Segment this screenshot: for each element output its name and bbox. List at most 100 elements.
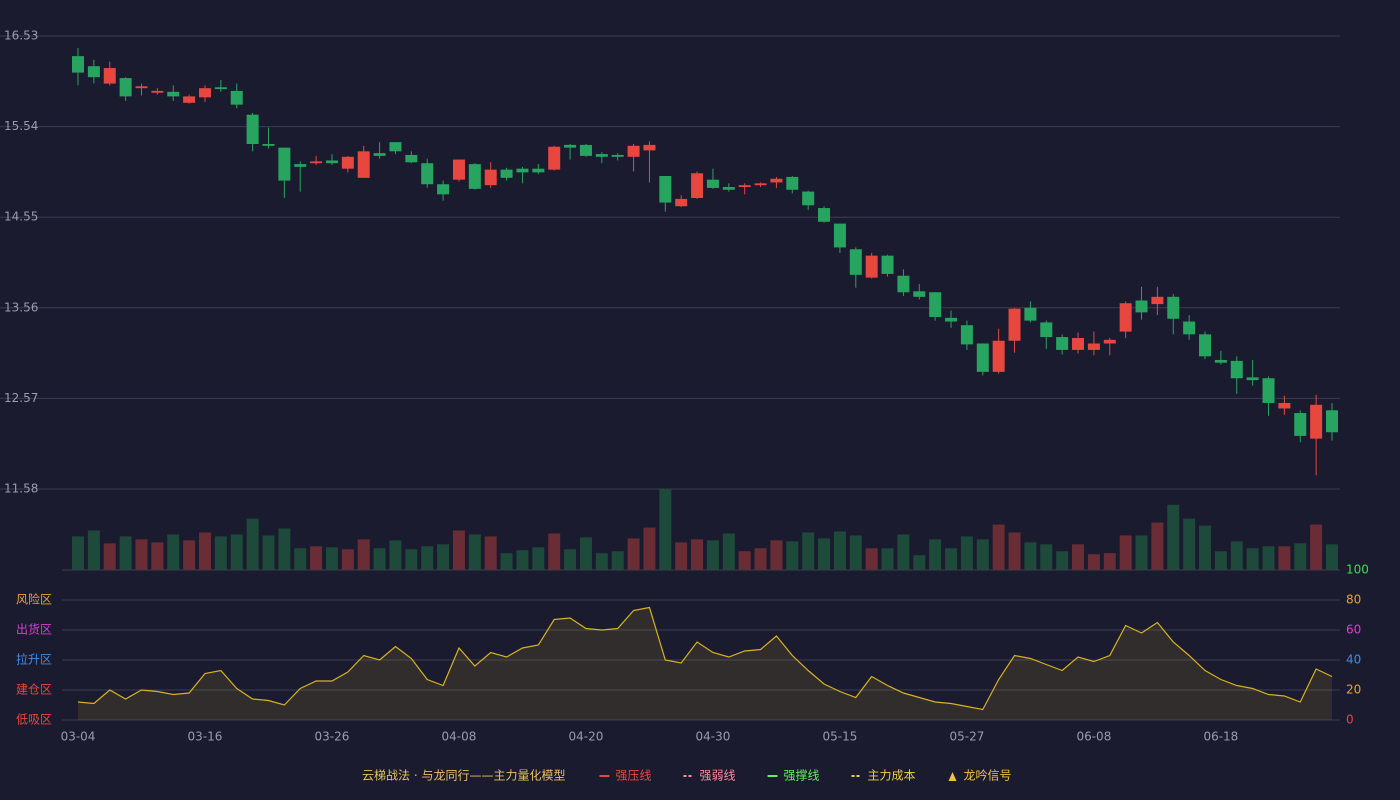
candle-body [357, 151, 370, 178]
volume-bar [214, 536, 227, 570]
candle-body [310, 161, 323, 164]
y-tick-label: 13.56 [4, 300, 38, 314]
volume-bar [833, 531, 846, 570]
zone-label: 风险区 [16, 592, 52, 607]
volume-bar [579, 537, 592, 570]
candle-body [183, 96, 196, 103]
candle-body [167, 91, 180, 97]
candle-body [945, 317, 958, 322]
volume-bar [500, 553, 513, 570]
x-tick-label: 04-08 [442, 730, 477, 744]
volume-bar [246, 518, 259, 570]
volume-bar [1008, 532, 1021, 570]
candle-body [1230, 360, 1243, 379]
candle-body [548, 146, 561, 170]
volume-bar [532, 547, 545, 570]
candle-body [738, 185, 751, 187]
volume-bar [659, 489, 672, 570]
volume-bar [754, 548, 767, 570]
volume-bar [913, 555, 926, 570]
volume-bar [1230, 541, 1243, 570]
candle-body [770, 178, 783, 183]
candle-body [1135, 300, 1148, 313]
candle-body [214, 87, 227, 90]
volume-bar [183, 540, 196, 570]
volume-bar [1151, 522, 1164, 570]
x-tick-label: 05-27 [949, 730, 984, 744]
volume-bar [675, 542, 688, 570]
candle-body [532, 168, 545, 173]
volume-bar [278, 528, 291, 570]
volume-bar [230, 534, 243, 570]
volume-bar [627, 538, 640, 570]
volume-bar [1246, 548, 1259, 570]
volume-bar [1262, 546, 1275, 570]
volume-bar [1072, 544, 1085, 570]
candle-body [1310, 404, 1323, 439]
zone-label: 建仓区 [16, 683, 52, 697]
candle-body [754, 183, 767, 186]
volume-bar [849, 535, 862, 570]
candle-body [278, 147, 291, 181]
volume-bar [167, 534, 180, 570]
volume-bar [1024, 542, 1037, 570]
candle-body [706, 179, 719, 188]
zone-label: 拉升区 [16, 652, 52, 667]
volume-bar [960, 536, 973, 570]
volume-bar [1326, 544, 1338, 570]
candle-body [992, 340, 1005, 372]
x-tick-label: 04-30 [695, 730, 730, 744]
candle-body [103, 68, 116, 84]
candle-body [468, 164, 481, 189]
volume-bar [818, 538, 831, 570]
volume-bar [976, 539, 989, 570]
candle-body [1072, 338, 1085, 350]
y2-tick-label: 20 [1346, 683, 1361, 697]
volume-bar [373, 548, 386, 570]
volume-bar [595, 553, 608, 570]
x-tick-label: 06-18 [1203, 730, 1238, 744]
candle-body [151, 90, 164, 93]
y-tick-label: 11.58 [4, 482, 38, 496]
volume-bar [151, 542, 164, 570]
volume-bar [1103, 553, 1116, 570]
candle-body [722, 187, 735, 190]
candle-body [849, 249, 862, 275]
volume-bar [611, 551, 624, 570]
volume-bar [294, 548, 307, 570]
candle-body [421, 163, 434, 185]
volume-bar [1278, 546, 1291, 570]
candle-body [1008, 308, 1021, 341]
candle-body [643, 144, 656, 151]
volume-bar [437, 544, 450, 570]
candle-body [675, 198, 688, 207]
candle-body [802, 191, 815, 206]
legend-title: 云梯战法 · 与龙同行——主力量化模型 [362, 769, 565, 783]
candle-body [341, 156, 354, 169]
volume-bar [770, 540, 783, 570]
candle-body [1056, 337, 1069, 350]
candle-body [198, 88, 211, 98]
volume-bar [802, 532, 815, 570]
candle-body [659, 176, 672, 203]
candle-body [1024, 307, 1037, 321]
candle-body [1087, 343, 1100, 350]
volume-bar [738, 551, 751, 570]
zone-label: 出货区 [16, 622, 52, 637]
y2-tick-label: 40 [1346, 653, 1361, 667]
candle-body [913, 291, 926, 297]
volume-bar [468, 534, 481, 570]
candle-body [897, 275, 910, 293]
volume-bar [87, 530, 100, 570]
volume-bar [1199, 525, 1212, 570]
volume-bar [1183, 518, 1196, 570]
candle-body [500, 169, 513, 178]
volume-bar [1087, 554, 1100, 570]
candle-body [786, 176, 799, 190]
candle-body [1103, 339, 1116, 344]
volume-bar [341, 549, 354, 570]
volume-bar [1040, 544, 1053, 570]
candle-body [929, 292, 942, 317]
volume-bar [357, 539, 370, 570]
